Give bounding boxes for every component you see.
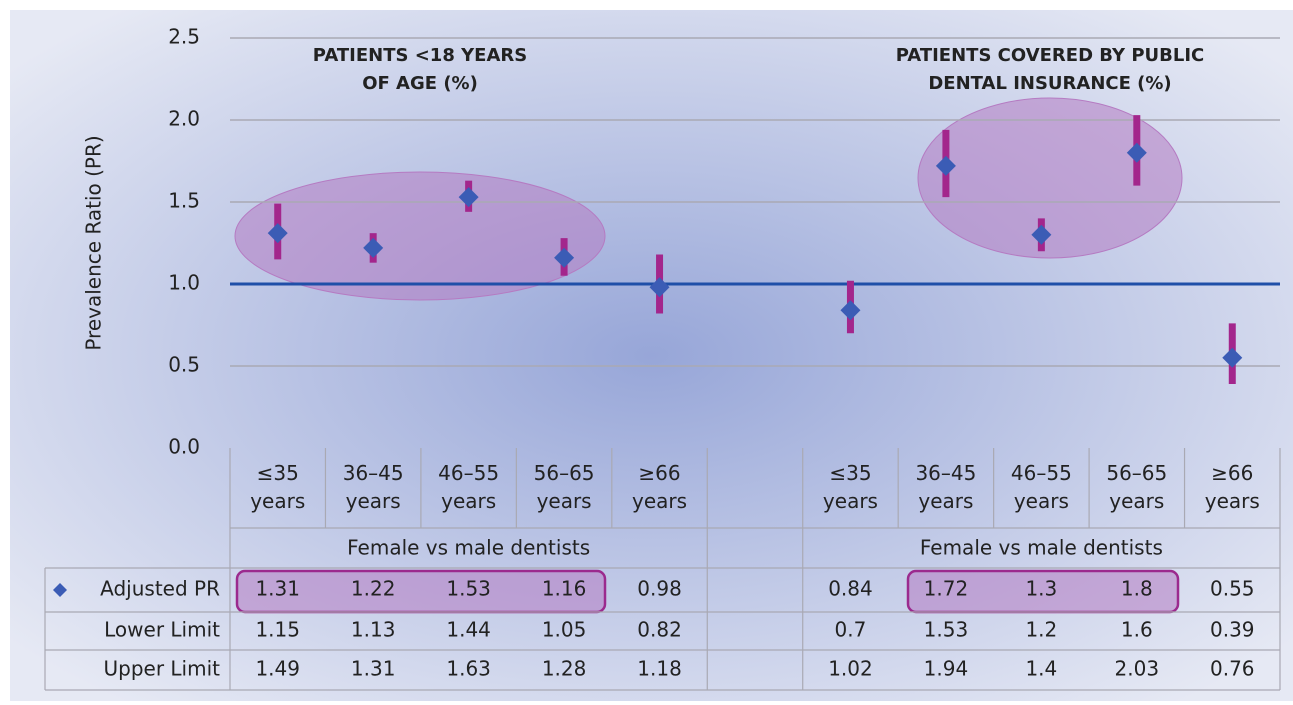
legend-label: Lower Limit	[104, 618, 220, 642]
table-value: 0.98	[637, 577, 682, 601]
table-value: 1.94	[924, 657, 969, 681]
x-tick-label: ≤35 years	[823, 461, 878, 513]
table-value: 1.28	[542, 657, 587, 681]
x-tick-label: ≥66 years	[1205, 461, 1260, 513]
x-tick-label: ≤35 years	[250, 461, 305, 513]
table-value: 0.76	[1210, 657, 1255, 681]
y-tick-label: 1.5	[168, 189, 200, 213]
table-value: 0.39	[1210, 618, 1255, 642]
x-tick-label: 36–45 years	[343, 461, 404, 513]
annotation: PATIENTS <18 YEARS OF AGE (%)	[313, 45, 527, 94]
table-value: 1.02	[828, 657, 873, 681]
table-value: 1.44	[446, 618, 491, 642]
table-value: 0.7	[835, 618, 867, 642]
table-value: 0.84	[828, 577, 873, 601]
x-tick-label: ≥66 years	[632, 461, 687, 513]
legend-marker	[53, 583, 67, 597]
marker	[458, 187, 479, 208]
x-tick-label: 36–45 years	[915, 461, 976, 513]
marker	[649, 277, 670, 298]
legend-label: Adjusted PR	[100, 577, 220, 601]
x-tick-label: 46–55 years	[438, 461, 499, 513]
marker	[363, 237, 384, 258]
marker	[1031, 224, 1052, 245]
marker	[840, 300, 861, 321]
table-value: 2.03	[1115, 657, 1160, 681]
table-value: 1.05	[542, 618, 587, 642]
table-value: 1.18	[637, 657, 682, 681]
table-value: 1.6	[1121, 618, 1153, 642]
annotation: PATIENTS COVERED BY PUBLIC DENTAL INSURAN…	[896, 45, 1204, 94]
table-value: 1.3	[1025, 577, 1057, 601]
table-value: 1.31	[255, 577, 300, 601]
group-label: Female vs male dentists	[347, 536, 590, 560]
table-value: 1.22	[351, 577, 396, 601]
table-value: 1.63	[446, 657, 491, 681]
y-tick-label: 0.5	[168, 353, 200, 377]
marker	[554, 247, 575, 268]
table-value: 1.72	[924, 577, 969, 601]
highlight-ellipse	[917, 97, 1183, 259]
highlight-ellipse	[234, 171, 606, 301]
marker	[935, 155, 956, 176]
table-value: 1.4	[1025, 657, 1057, 681]
table-value: 1.31	[351, 657, 396, 681]
table-value: 1.53	[924, 618, 969, 642]
group-label: Female vs male dentists	[920, 536, 1163, 560]
table-value: 0.82	[637, 618, 682, 642]
table-value: 1.15	[255, 618, 300, 642]
table-value: 1.49	[255, 657, 300, 681]
table-value: 1.8	[1121, 577, 1153, 601]
legend-label: Upper Limit	[104, 657, 221, 681]
y-tick-label: 2.5	[168, 25, 200, 49]
table-value: 1.13	[351, 618, 396, 642]
table-value: 1.16	[542, 577, 587, 601]
marker	[1222, 347, 1243, 368]
y-tick-label: 1.0	[168, 271, 200, 295]
x-tick-label: 56–65 years	[1106, 461, 1167, 513]
table-value: 1.53	[446, 577, 491, 601]
table-value: 0.55	[1210, 577, 1255, 601]
y-tick-label: 2.0	[168, 107, 200, 131]
y-axis-label: Prevalence Ratio (PR)	[82, 135, 106, 350]
table-value: 1.2	[1025, 618, 1057, 642]
x-tick-label: 56–65 years	[534, 461, 595, 513]
marker	[1126, 142, 1147, 163]
x-tick-label: 46–55 years	[1011, 461, 1072, 513]
marker	[267, 223, 288, 244]
y-tick-label: 0.0	[168, 435, 200, 459]
